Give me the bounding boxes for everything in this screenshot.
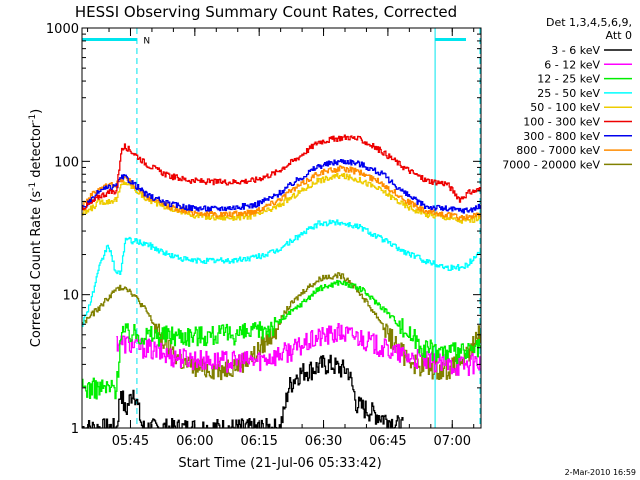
legend-label: 7000 - 20000 keV	[502, 158, 600, 171]
legend-label: 25 - 50 keV	[537, 87, 600, 100]
series-line-1	[116, 323, 482, 376]
y-axis-label-sup1: -1	[28, 182, 38, 191]
y-tick-label: 10	[62, 289, 79, 304]
series-line-2	[82, 279, 481, 400]
series-lines	[82, 134, 482, 429]
y-axis-label-sup2: -1	[28, 114, 38, 123]
legend-label: 300 - 800 keV	[523, 130, 600, 143]
series-line-5	[82, 134, 481, 211]
legend-label: 50 - 100 keV	[530, 101, 600, 114]
legend-label: 3 - 6 keV	[551, 44, 600, 57]
legend-label: 6 - 12 keV	[544, 58, 600, 71]
night-annotation: N	[143, 36, 150, 46]
legend-label: 100 - 300 keV	[523, 116, 600, 129]
y-axis-label: Corrected Count Rate (s-1 detector-1)	[28, 109, 44, 347]
series-line-3	[82, 219, 481, 327]
axes: 1 10 100 1000 05:45 06:00 06:15 06:30 06:45 07:00	[46, 22, 482, 449]
chart-title: HESSI Observing Summary Count Rates, Cor…	[75, 3, 457, 21]
series-line-0	[82, 354, 404, 429]
legend-label: 800 - 7000 keV	[516, 144, 600, 157]
plot-frame	[81, 27, 482, 429]
series-line-7	[82, 165, 481, 221]
y-tick-label: 100	[54, 155, 79, 170]
legend-header-line2: Att 0	[606, 29, 632, 42]
y-tick-label: 1000	[46, 22, 79, 37]
series-line-6	[82, 158, 481, 214]
x-axis-label: Start Time (21-Jul-06 05:33:42)	[178, 456, 381, 471]
x-tick-label: 06:45	[369, 434, 406, 449]
y-tick-label: 1	[71, 422, 79, 437]
y-axis-label-main: Corrected Count Rate (s	[29, 191, 44, 348]
legend-header-line1: Det 1,3,4,5,6,9,	[546, 16, 632, 29]
x-tick-label: 06:30	[305, 434, 342, 449]
y-axis-label-mid: detector	[29, 122, 44, 182]
y-axis-label-end: )	[29, 109, 44, 114]
legend-label: 12 - 25 keV	[537, 73, 600, 86]
x-tick-label: 07:00	[434, 434, 471, 449]
x-tick-label: 06:15	[240, 434, 277, 449]
timestamp: 2-Mar-2010 16:59	[565, 468, 636, 477]
x-tick-label: 05:45	[112, 434, 149, 449]
x-tick-label: 06:00	[176, 434, 213, 449]
svg-text:Corrected Count Rate (s-1 dete: Corrected Count Rate (s-1 detector-1)	[28, 109, 44, 347]
